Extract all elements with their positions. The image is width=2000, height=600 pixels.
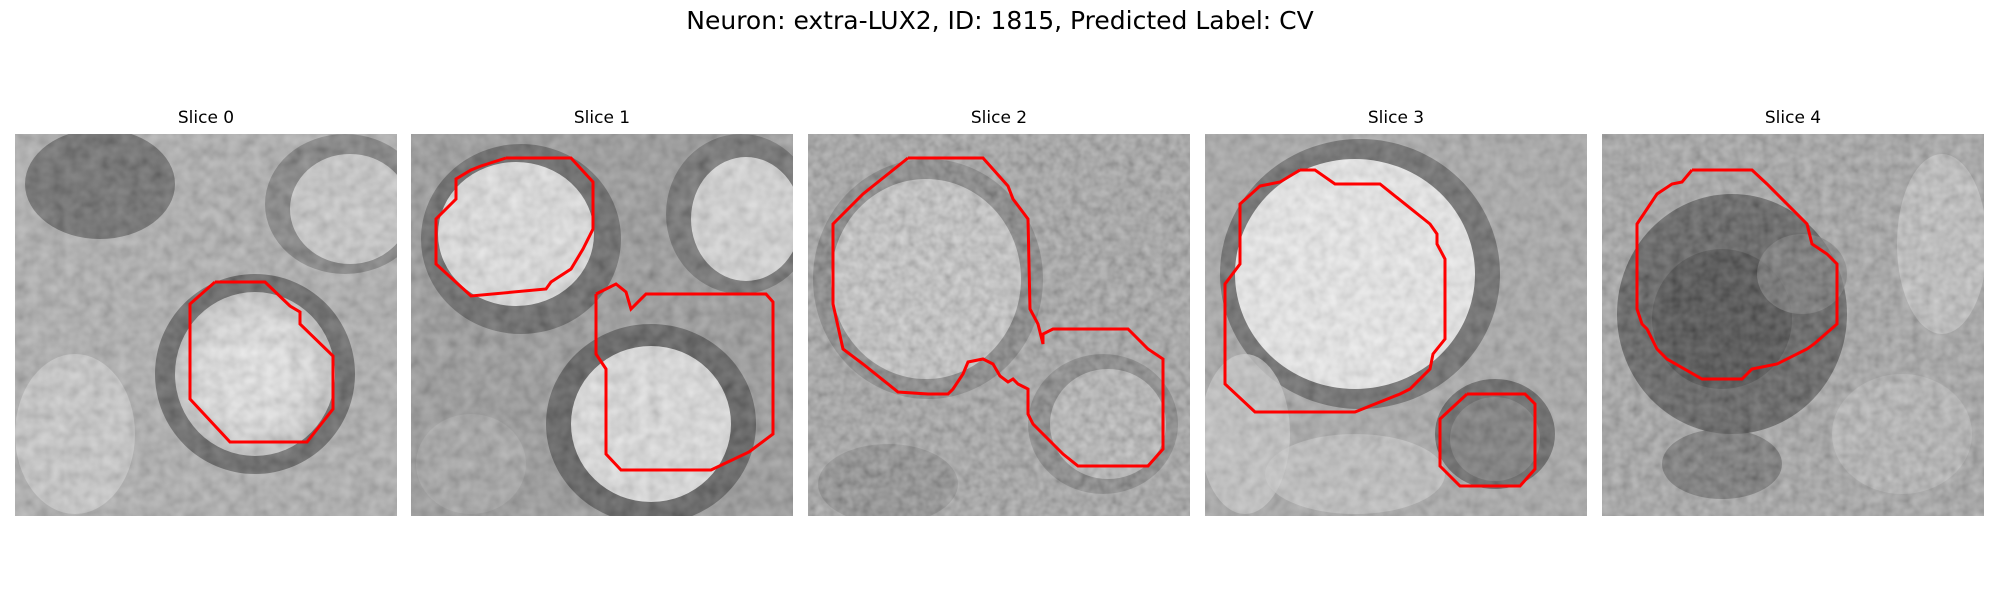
slice-title-1: Slice 1: [573, 108, 631, 128]
slice-panel-0: [15, 134, 397, 516]
slice-4-contour: [1635, 168, 1839, 381]
slice-panel-3: [1205, 134, 1587, 516]
slice-2-image: [808, 134, 1190, 516]
slice-1-contour-b: [594, 282, 775, 472]
slice-3-contour-a: [1223, 168, 1447, 414]
slice-title-4: Slice 4: [1764, 108, 1822, 128]
slice-2-contour: [831, 156, 1165, 468]
slice-title-0: Slice 0: [177, 108, 235, 128]
slice-1-contour-a: [434, 156, 595, 298]
slice-0-image: [15, 134, 397, 516]
slice-panel-1: [411, 134, 793, 516]
slice-title-2: Slice 2: [970, 108, 1028, 128]
figure-title: Neuron: extra-LUX2, ID: 1815, Predicted …: [686, 6, 1314, 35]
slice-panel-4: [1602, 134, 1984, 516]
slice-4-image: [1602, 134, 1984, 516]
slice-3-image: [1205, 134, 1587, 516]
slice-panel-2: [808, 134, 1190, 516]
slice-3-contour-b: [1438, 392, 1537, 488]
slice-title-3: Slice 3: [1367, 108, 1425, 128]
slice-1-image: [411, 134, 793, 516]
slice-0-contour: [188, 280, 335, 444]
